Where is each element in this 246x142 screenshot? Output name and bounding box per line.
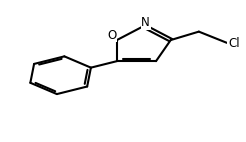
Text: Cl: Cl [228,37,240,50]
Text: O: O [107,29,117,42]
Text: N: N [141,16,150,29]
